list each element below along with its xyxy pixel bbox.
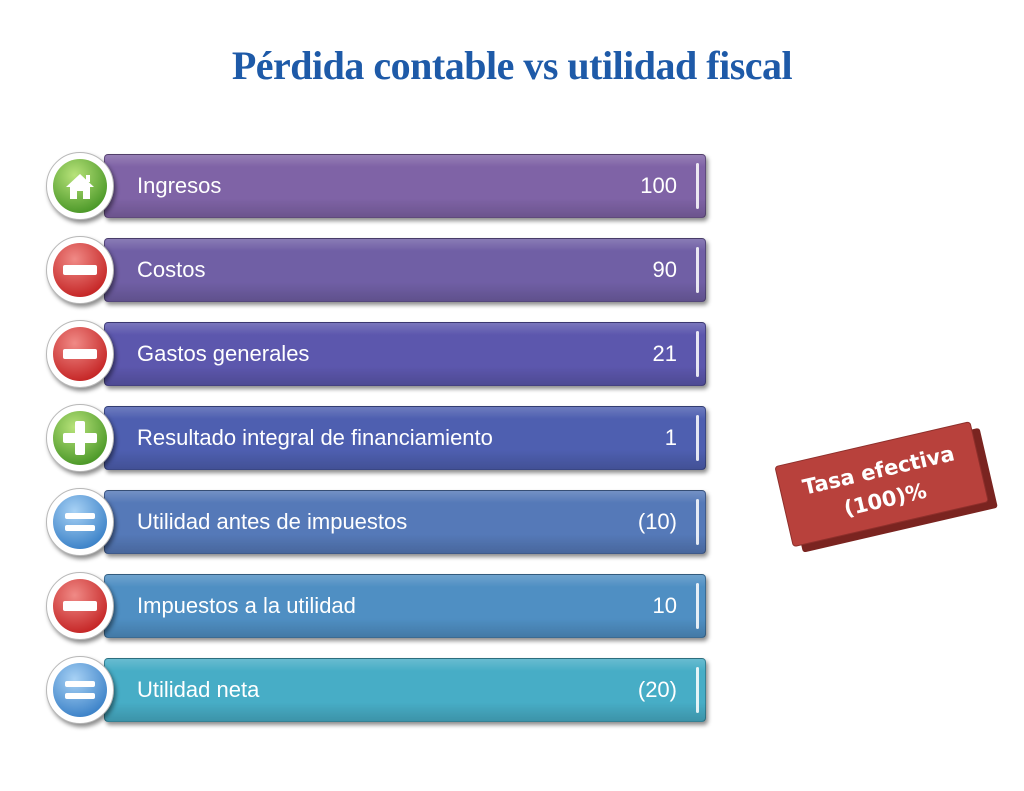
line-item-row: Utilidad neta (20) [46,656,726,724]
line-item-bar: Ingresos 100 [104,154,706,218]
line-item-label: Ingresos [137,173,222,198]
line-item-row: Impuestos a la utilidad 10 [46,572,726,640]
line-item-label: Utilidad neta [137,677,260,702]
bar-edge-highlight [696,163,699,209]
line-item-row: Costos 90 [46,236,726,304]
line-item-row: Utilidad antes de impuestos (10) [46,488,726,556]
line-item-label: Costos [137,257,206,282]
page-title: Pérdida contable vs utilidad fiscal [231,43,793,88]
bar-edge-highlight [696,583,699,629]
home-icon [46,152,114,220]
line-item-row: Gastos generales 21 [46,320,726,388]
line-item-bar: Gastos generales 21 [104,322,706,386]
minus-icon [46,236,114,304]
line-item-value: (10) [637,509,677,534]
line-item-label: Impuestos a la utilidad [137,593,356,618]
minus-icon [46,572,114,640]
line-item-bar: Costos 90 [104,238,706,302]
line-item-row: Resultado integral de financiamiento 1 [46,404,726,472]
line-item-bar: Resultado integral de financiamiento 1 [104,406,706,470]
bar-edge-highlight [696,667,699,713]
equals-icon [46,656,114,724]
badge-face [775,421,989,547]
bar-edge-highlight [696,499,699,545]
line-item-bar: Impuestos a la utilidad 10 [104,574,706,638]
line-item-row: Ingresos 100 [46,152,726,220]
line-item-value: 10 [652,593,677,618]
plus-icon [46,404,114,472]
line-item-value: 100 [640,173,677,198]
equals-icon [46,488,114,556]
bar-edge-highlight [696,415,699,461]
line-item-bar: Utilidad antes de impuestos (10) [104,490,706,554]
bar-edge-highlight [696,331,699,377]
line-item-label: Resultado integral de financiamiento [137,425,493,450]
line-item-label: Gastos generales [137,341,310,366]
line-item-label: Utilidad antes de impuestos [137,509,408,534]
line-item-value: 21 [652,341,677,366]
minus-icon [46,320,114,388]
line-item-value: (20) [637,677,677,702]
bar-edge-highlight [696,247,699,293]
line-item-value: 90 [652,257,677,282]
effective-rate-badge: Tasa efectiva (100)% [775,421,1008,559]
line-item-bar: Utilidad neta (20) [104,658,706,722]
line-item-value: 1 [664,425,677,450]
